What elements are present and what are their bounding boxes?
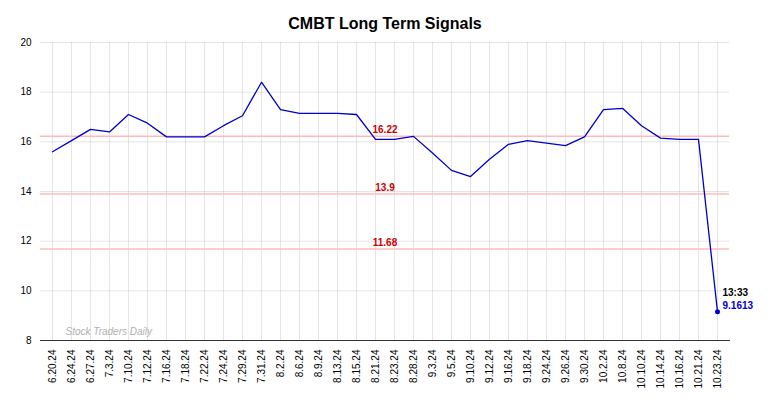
svg-text:9.12.24: 9.12.24 (484, 349, 495, 383)
svg-text:Stock Traders Daily: Stock Traders Daily (66, 326, 154, 337)
svg-text:8: 8 (26, 335, 32, 346)
svg-text:13:33: 13:33 (723, 287, 749, 298)
svg-text:13.9: 13.9 (375, 182, 395, 193)
svg-text:7.16.24: 7.16.24 (161, 349, 172, 383)
svg-text:9.24.24: 9.24.24 (541, 349, 552, 383)
svg-text:9.3.24: 9.3.24 (427, 349, 438, 377)
svg-text:10: 10 (20, 285, 32, 296)
svg-text:7.22.24: 7.22.24 (199, 349, 210, 383)
svg-text:8.2.24: 8.2.24 (275, 349, 286, 377)
svg-text:9.1613: 9.1613 (723, 300, 754, 311)
svg-text:8.23.24: 8.23.24 (389, 349, 400, 383)
svg-text:8.9.24: 8.9.24 (313, 349, 324, 377)
svg-text:6.24.24: 6.24.24 (66, 349, 77, 383)
svg-text:9.16.24: 9.16.24 (503, 349, 514, 383)
svg-text:10.10.24: 10.10.24 (636, 349, 647, 388)
svg-text:7.12.24: 7.12.24 (142, 349, 153, 383)
svg-text:10.23.24: 10.23.24 (712, 349, 723, 388)
svg-text:10.8.24: 10.8.24 (617, 349, 628, 383)
svg-text:7.18.24: 7.18.24 (180, 349, 191, 383)
svg-text:9.10.24: 9.10.24 (465, 349, 476, 383)
svg-text:16: 16 (20, 136, 32, 147)
svg-text:8.28.24: 8.28.24 (408, 349, 419, 383)
svg-text:20: 20 (20, 37, 32, 48)
svg-text:8.21.24: 8.21.24 (370, 349, 381, 383)
svg-text:8.13.24: 8.13.24 (332, 349, 343, 383)
svg-text:7.10.24: 7.10.24 (123, 349, 134, 383)
svg-text:9.26.24: 9.26.24 (560, 349, 571, 383)
svg-text:12: 12 (20, 235, 32, 246)
svg-text:10.2.24: 10.2.24 (598, 349, 609, 383)
svg-text:11.68: 11.68 (373, 237, 398, 248)
svg-text:6.27.24: 6.27.24 (85, 349, 96, 383)
svg-text:7.3.24: 7.3.24 (104, 349, 115, 377)
svg-text:7.31.24: 7.31.24 (256, 349, 267, 383)
svg-text:16.22: 16.22 (372, 124, 397, 135)
svg-text:14: 14 (20, 186, 32, 197)
svg-text:9.5.24: 9.5.24 (446, 349, 457, 377)
svg-text:10.21.24: 10.21.24 (693, 349, 704, 388)
svg-text:10.14.24: 10.14.24 (655, 349, 666, 388)
svg-text:6.20.24: 6.20.24 (47, 349, 58, 383)
svg-text:7.29.24: 7.29.24 (237, 349, 248, 383)
svg-text:9.18.24: 9.18.24 (522, 349, 533, 383)
svg-text:10.16.24: 10.16.24 (674, 349, 685, 388)
svg-text:18: 18 (20, 86, 32, 97)
svg-text:CMBT Long Term Signals: CMBT Long Term Signals (288, 15, 482, 32)
svg-text:9.30.24: 9.30.24 (579, 349, 590, 383)
svg-text:8.6.24: 8.6.24 (294, 349, 305, 377)
svg-text:7.24.24: 7.24.24 (218, 349, 229, 383)
svg-text:8.15.24: 8.15.24 (351, 349, 362, 383)
